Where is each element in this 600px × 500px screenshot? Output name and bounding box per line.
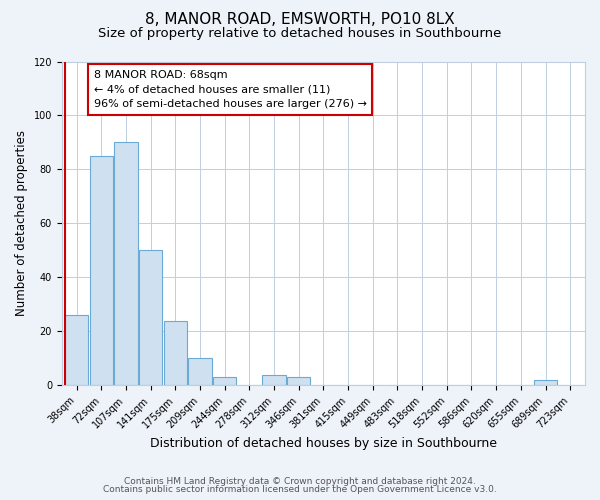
Text: Contains HM Land Registry data © Crown copyright and database right 2024.: Contains HM Land Registry data © Crown c… bbox=[124, 477, 476, 486]
Bar bbox=[164, 320, 187, 386]
Text: Contains public sector information licensed under the Open Government Licence v3: Contains public sector information licen… bbox=[103, 485, 497, 494]
Text: Size of property relative to detached houses in Southbourne: Size of property relative to detached ho… bbox=[98, 28, 502, 40]
Bar bbox=[188, 358, 212, 386]
Y-axis label: Number of detached properties: Number of detached properties bbox=[15, 130, 28, 316]
Bar bbox=[89, 156, 113, 386]
Bar bbox=[287, 377, 310, 386]
X-axis label: Distribution of detached houses by size in Southbourne: Distribution of detached houses by size … bbox=[150, 437, 497, 450]
Bar bbox=[213, 377, 236, 386]
Bar bbox=[65, 315, 88, 386]
Bar bbox=[534, 380, 557, 386]
Text: 8 MANOR ROAD: 68sqm
← 4% of detached houses are smaller (11)
96% of semi-detache: 8 MANOR ROAD: 68sqm ← 4% of detached hou… bbox=[94, 70, 367, 109]
Text: 8, MANOR ROAD, EMSWORTH, PO10 8LX: 8, MANOR ROAD, EMSWORTH, PO10 8LX bbox=[145, 12, 455, 28]
Bar bbox=[139, 250, 163, 386]
Bar bbox=[262, 374, 286, 386]
Bar bbox=[114, 142, 137, 386]
